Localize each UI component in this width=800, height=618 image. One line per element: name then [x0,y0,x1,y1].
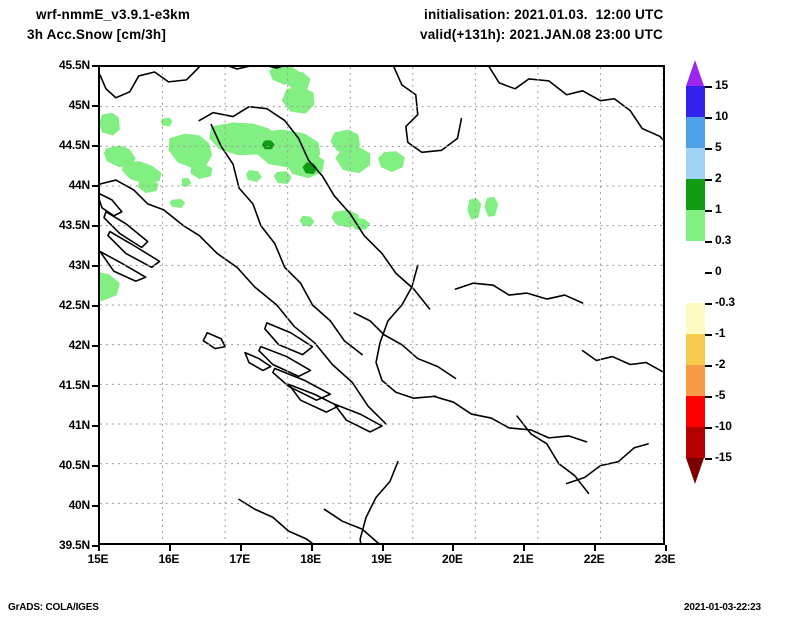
longitude-tick-mark [168,545,171,551]
latitude-tick-label: 39.5N [58,538,90,552]
colorbar-tick-label: -2 [715,357,726,371]
colorbar-legend[interactable]: 15 10 5 2 1 0.3 0 -0.3 -1 -2 -5 -10 -15 [686,60,735,484]
map-gridlines [100,67,663,543]
colorbar-tick-label: -10 [715,419,732,433]
colorbar-tick-label: -5 [715,388,726,402]
colorbar-tick-mark [705,427,712,429]
header-valid-time: valid(+131h): 2021.JAN.08 23:00 UTC [420,27,663,42]
latitude-tick-mark [92,505,98,507]
longitude-tick-mark [523,545,526,551]
colorbar-tick-mark [705,303,712,305]
colorbar-band[interactable] [686,427,705,458]
header-field-name: 3h Acc.Snow [cm/3h] [27,27,167,42]
longitude-tick-label: 20E [441,552,463,566]
colorbar-tick-label: 15 [715,78,728,92]
latitude-tick-label: 44N [68,178,91,192]
colorbar-band[interactable] [686,117,705,148]
longitude-tick-label: 16E [158,552,180,566]
latitude-tick-mark [92,105,98,107]
snow-shading-light-southeast [100,67,405,302]
latitude-tick-mark [92,305,98,307]
latitude-tick-label: 45N [68,98,91,112]
latitude-tick-mark [92,265,98,267]
colorbar-band[interactable] [686,396,705,427]
longitude-tick-mark [381,545,384,551]
colorbar-tick-mark [705,396,712,398]
colorbar-band[interactable] [686,241,705,272]
colorbar-tick-label: 0 [715,264,722,278]
map-plot-area [98,65,665,545]
latitude-tick-mark [92,425,98,427]
colorbar-tick-mark [705,179,712,181]
latitude-tick-label: 42N [68,338,91,352]
colorbar-tick-mark [705,148,712,150]
longitude-tick-label: 19E [371,552,392,566]
colorbar-tick-label: 2 [715,171,722,185]
snow-shading-light [100,112,499,230]
colorbar-band[interactable] [686,86,705,117]
latitude-tick-label: 45.5N [58,58,90,72]
latitude-tick-label: 41N [68,418,91,432]
longitude-tick-mark [98,545,100,551]
colorbar-tick-label: 1 [715,202,722,216]
longitude-tick-mark [239,545,242,551]
latitude-tick-label: 43N [68,258,91,272]
latitude-tick-mark [92,545,98,547]
colorbar-tick-label: 10 [715,109,728,123]
colorbar-tick-label: 5 [715,140,722,154]
latitude-tick-label: 44.5N [58,138,90,152]
latitude-tick-label: 41.5N [58,378,90,392]
latitude-tick-mark [92,465,98,467]
colorbar-tick-mark [705,334,712,336]
colorbar-tick-label: -1 [715,326,726,340]
colorbar-tick-mark [705,241,712,243]
latitude-tick-mark [92,225,98,227]
longitude-tick-mark [665,545,667,551]
colorbar-band[interactable] [686,148,705,179]
colorbar-tick-mark [705,117,712,119]
coastline-and-border-lines [100,67,663,543]
latitude-tick-mark [92,65,98,67]
colorbar-band[interactable] [686,303,705,334]
header-initialisation-time: initialisation: 2021.01.03. 12:00 UTC [424,7,664,22]
longitude-tick-mark [310,545,313,551]
longitude-tick-label: 15E [87,552,109,566]
colorbar-band[interactable] [686,334,705,365]
longitude-tick-mark [594,545,597,551]
colorbar-band[interactable] [686,365,705,396]
colorbar-lower-arrow [686,458,704,484]
latitude-tick-label: 40N [68,498,91,512]
colorbar-upper-arrow [686,60,704,86]
colorbar-band[interactable] [686,272,705,303]
longitude-tick-label: 23E [654,552,676,566]
longitude-tick-label: 22E [583,552,605,566]
colorbar-band[interactable] [686,179,705,210]
footer-timestamp: 2021-01-03-22:23 [684,602,761,613]
colorbar-tick-label: -15 [715,450,732,464]
longitude-tick-label: 18E [300,552,321,566]
colorbar-tick-label: -0.3 [715,295,735,309]
longitude-tick-label: 21E [512,552,534,566]
latitude-tick-label: 43.5N [58,218,90,232]
header-model-name: wrf-nmmE_v3.9.1-e3km [36,7,191,22]
colorbar-tick-mark [705,458,712,460]
longitude-tick-label: 17E [229,552,251,566]
latitude-tick-label: 40.5N [58,458,90,472]
latitude-tick-mark [92,185,98,187]
colorbar-tick-mark [705,86,712,88]
map-geography-layer [100,67,663,543]
colorbar-band[interactable] [686,210,705,241]
longitude-tick-mark [452,545,455,551]
colorbar-tick-mark [705,272,712,274]
latitude-tick-mark [92,385,98,387]
latitude-tick-mark [92,145,98,147]
colorbar-tick-mark [705,210,712,212]
colorbar-tick-label: 0.3 [715,233,732,247]
latitude-tick-mark [92,345,98,347]
latitude-tick-label: 42.5N [58,298,90,312]
footer-credit: GrADS: COLA/IGES [8,602,99,613]
colorbar-tick-mark [705,365,712,367]
